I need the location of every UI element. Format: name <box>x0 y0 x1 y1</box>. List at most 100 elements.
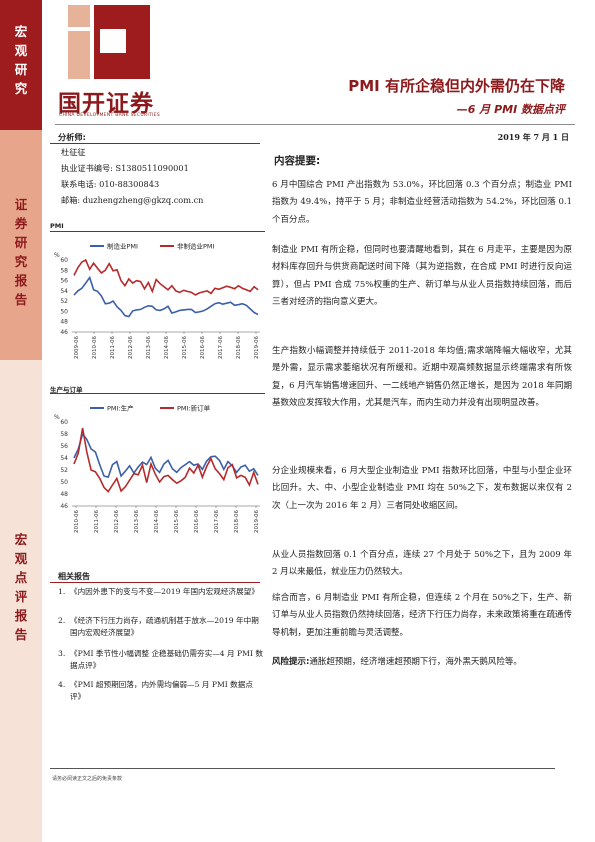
chart-2-divider <box>50 393 265 394</box>
y-tick-label: 48 <box>60 319 68 326</box>
sidebar-middle-char: 研 <box>14 235 28 250</box>
y-tick-label: 46 <box>60 329 68 336</box>
brand-logo-icon <box>68 5 150 79</box>
series-line <box>73 432 259 479</box>
sidebar-bottom-char: 评 <box>14 589 28 604</box>
sidebar-band-middle <box>0 130 42 360</box>
header-divider <box>55 124 575 125</box>
sidebar-middle-char: 证 <box>14 197 28 212</box>
y-tick-label: 54 <box>60 455 68 462</box>
related-reports-heading: 相关报告 <box>58 572 90 581</box>
x-tick-label: 2019-06 <box>254 336 260 359</box>
summary-heading: 内容提要: <box>274 155 321 167</box>
x-tick-label: 2011-06 <box>110 336 116 359</box>
series-line <box>73 258 259 296</box>
y-tick-label: 54 <box>60 288 68 295</box>
x-tick-label: 2015-06 <box>182 336 188 359</box>
analyst-heading: 分析师: <box>58 132 86 142</box>
sidebar-top-char: 观 <box>14 43 28 58</box>
legend-label: 非制造业PMI <box>177 242 215 251</box>
summary-paragraph: 综合而言，6 月制造业 PMI 有所企稳，但连续 2 个月在 50%之下，生产、… <box>272 593 572 638</box>
production-orders-chart: % PMI:生产 PMI:新订单 60 58 56 54 52 50 48 46 2010-06 201… <box>54 404 260 533</box>
y-tick-label: 58 <box>60 431 68 438</box>
x-tick-label: 2019-06 <box>254 510 260 533</box>
footer-divider <box>50 768 555 769</box>
sidebar-band-bottom <box>0 360 42 842</box>
chart-1-title: PMI <box>50 222 64 230</box>
y-tick-label: 48 <box>60 491 68 498</box>
sidebar-top-char: 究 <box>14 81 28 96</box>
x-tick-label: 2014-06 <box>154 510 160 533</box>
sidebar-middle-char: 告 <box>14 292 28 307</box>
x-tick-label: 2013-06 <box>146 336 152 359</box>
summary-paragraph: 分企业规模来看，6 月大型企业制造业 PMI 指数环比回落，中型与小型企业环比回… <box>272 466 572 511</box>
legend-label: PMI:生产 <box>107 404 134 413</box>
summary-paragraph: 制造业 PMI 有所企稳，但同时也要清醒地看到，其在 6 月走平，主要是因为原材… <box>272 245 572 307</box>
analyst-license: 执业证书编号: S1380511090001 <box>61 163 189 173</box>
analyst-divider <box>50 143 260 144</box>
sidebar-bottom-char: 宏 <box>14 532 28 547</box>
x-tick-label: 2015-06 <box>174 510 180 533</box>
pmi-chart: % 制造业PMI 非制造业PMI 60 58 56 54 52 50 48 46 2009-06 201… <box>54 242 260 359</box>
sidebar-bottom-char: 告 <box>14 627 28 642</box>
sidebar-top-char: 研 <box>14 62 28 77</box>
y-tick-label: 60 <box>60 257 68 264</box>
summary-paragraph: 生产指数小幅调整并持续低于 2011-2018 年均值;需求端降幅大幅收窄，尤其… <box>272 346 572 408</box>
sidebar-top-char: 宏 <box>14 24 28 39</box>
x-tick-label: 2018-06 <box>236 336 242 359</box>
chart-2-title: 生产与订单 <box>50 386 83 394</box>
series-line <box>73 275 259 318</box>
summary-paragraph: 从业人员指数回落 0.1 个百分点，连续 27 个月处于 50%之下，且为 20… <box>272 550 572 578</box>
sidebar-label-top: 宏观研究 <box>0 22 42 98</box>
sidebar-bottom-char: 报 <box>14 608 28 623</box>
x-tick-label: 2013-06 <box>134 510 140 533</box>
x-tick-label: 2011-06 <box>94 510 100 533</box>
report-subtitle: —6 月 PMI 数据点评 <box>456 103 565 116</box>
related-report-item[interactable]: 4. 《PMI 超预期回落，内外需均偏弱—5 月 PMI 数据点评》 <box>58 680 253 701</box>
x-tick-label: 2009-06 <box>74 336 80 359</box>
brand-name: 国开证券 <box>58 91 154 117</box>
summary-paragraph: 6 月中国综合 PMI 产出指数为 53.0%，环比回落 0.3 个百分点；制造… <box>272 180 572 225</box>
report-title: PMI 有所企稳但内外需仍在下降 <box>348 77 565 95</box>
x-tick-label: 2012-06 <box>128 336 134 359</box>
y-tick-label: 56 <box>60 278 68 285</box>
x-tick-label: 2010-06 <box>74 510 80 533</box>
y-tick-label: 52 <box>60 467 68 474</box>
brand-name-en: CHINA DEVELOPMENT BANK SECURITIES <box>59 113 161 118</box>
footer-disclaimer: 请务必阅读正文之后的免责条款 <box>52 776 123 782</box>
x-tick-label: 2016-06 <box>194 510 200 533</box>
legend-label: 制造业PMI <box>107 242 138 251</box>
analyst-email[interactable]: 邮箱: duzhengzheng@gkzq.com.cn <box>61 195 204 205</box>
y-tick-label: 50 <box>60 479 68 486</box>
y-tick-label: 58 <box>60 267 68 274</box>
sidebar-label-middle: 证券研究报告 <box>0 195 42 309</box>
related-report-item[interactable]: 1. 《内因外患下的变与不变—2019 年国内宏观经济展望》 <box>58 587 259 596</box>
sidebar-middle-char: 报 <box>14 273 28 288</box>
risk-label: 风险提示: <box>272 657 310 667</box>
y-tick-label: 46 <box>60 503 68 510</box>
sidebar-label-bottom: 宏观点评报告 <box>0 530 42 644</box>
related-report-item[interactable]: 2. 《经济下行压力尚存，疏通机制甚于放水—2019 年中期国内宏观经济展望》 <box>58 616 259 637</box>
x-tick-label: 2014-06 <box>164 336 170 359</box>
chart-1-divider <box>50 231 265 232</box>
x-tick-label: 2010-06 <box>92 336 98 359</box>
related-report-item[interactable]: 3. 《PMI 季节性小幅调整 企稳基础仍需夯实—4 月 PMI 数据点评》 <box>58 649 263 670</box>
x-tick-label: 2017-06 <box>218 336 224 359</box>
y-tick-label: 50 <box>60 308 68 315</box>
x-tick-label: 2018-06 <box>234 510 240 533</box>
x-tick-label: 2016-06 <box>200 336 206 359</box>
legend-label: PMI:新订单 <box>177 404 211 413</box>
y-tick-label: 52 <box>60 298 68 305</box>
risk-text: 通胀超预期，经济增速超预期下行，海外黑天鹅风险等。 <box>309 657 522 667</box>
y-tick-label: 60 <box>60 419 68 426</box>
risk-paragraph: 风险提示:通胀超预期，经济增速超预期下行，海外黑天鹅风险等。 <box>272 654 572 671</box>
series-line <box>73 427 259 493</box>
y-unit-label: % <box>54 414 60 421</box>
sidebar-middle-char: 究 <box>14 254 28 269</box>
related-divider <box>50 582 260 583</box>
sidebar-band-top <box>0 0 42 130</box>
x-tick-label: 2012-06 <box>114 510 120 533</box>
y-unit-label: % <box>54 252 60 259</box>
sidebar-middle-char: 券 <box>14 216 28 231</box>
sidebar-bottom-char: 观 <box>14 551 28 566</box>
